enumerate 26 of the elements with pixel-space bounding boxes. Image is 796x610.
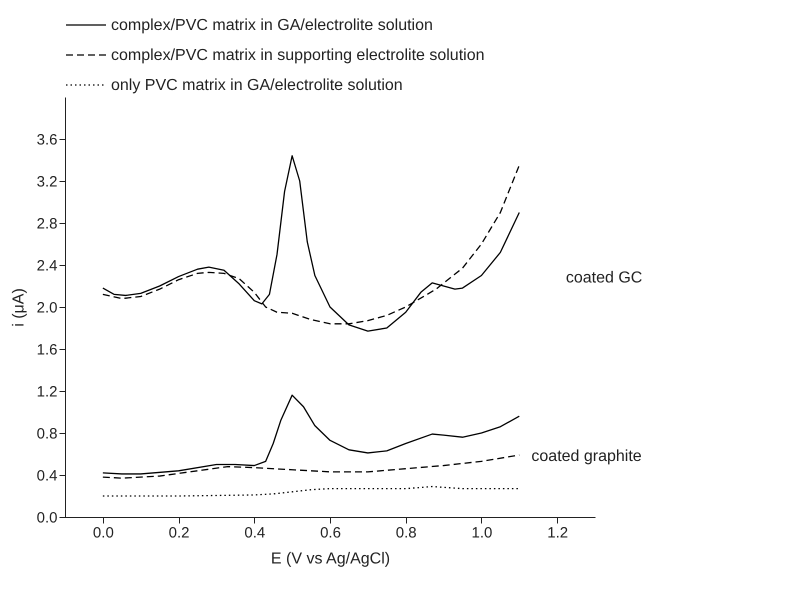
y-tick-label: 3.2 xyxy=(36,174,58,190)
legend-label: complex/PVC matrix in supporting electrolite solution xyxy=(111,47,484,64)
y-tick-label: 2.8 xyxy=(36,216,58,232)
y-axis-title: i (μA) xyxy=(10,288,28,327)
y-tick-label: 0.8 xyxy=(36,426,58,442)
annotation: coated graphite xyxy=(531,448,642,466)
y-tick-label: 1.6 xyxy=(36,342,58,358)
legend-label: complex/PVC matrix in GA/electrolite solution xyxy=(111,17,433,34)
x-tick-label: 0.2 xyxy=(168,524,190,542)
y-tick-label: 0.0 xyxy=(36,510,58,526)
legend-label: only PVC matrix in GA/electrolite solution xyxy=(111,77,403,94)
y-tick-label: 0.4 xyxy=(36,468,58,484)
line-series xyxy=(102,486,520,497)
x-tick-label: 0.4 xyxy=(244,524,266,542)
x-tick-label: 1.2 xyxy=(547,524,568,542)
y-tick-label: 3.6 xyxy=(36,132,58,148)
x-tick-label: 0.8 xyxy=(396,524,417,542)
x-tick-label: 1.0 xyxy=(472,524,492,542)
line-series xyxy=(102,394,520,475)
y-tick-label: 2.4 xyxy=(36,258,58,274)
y-tick-label: 2.0 xyxy=(36,300,58,316)
annotation: coated GC xyxy=(566,270,642,287)
x-tick-label: 0.6 xyxy=(320,524,341,542)
x-tick-label: 0.0 xyxy=(92,524,114,542)
x-axis-title: E (V vs Ag/AgCl) xyxy=(270,550,390,568)
y-tick-label: 1.2 xyxy=(36,384,58,400)
